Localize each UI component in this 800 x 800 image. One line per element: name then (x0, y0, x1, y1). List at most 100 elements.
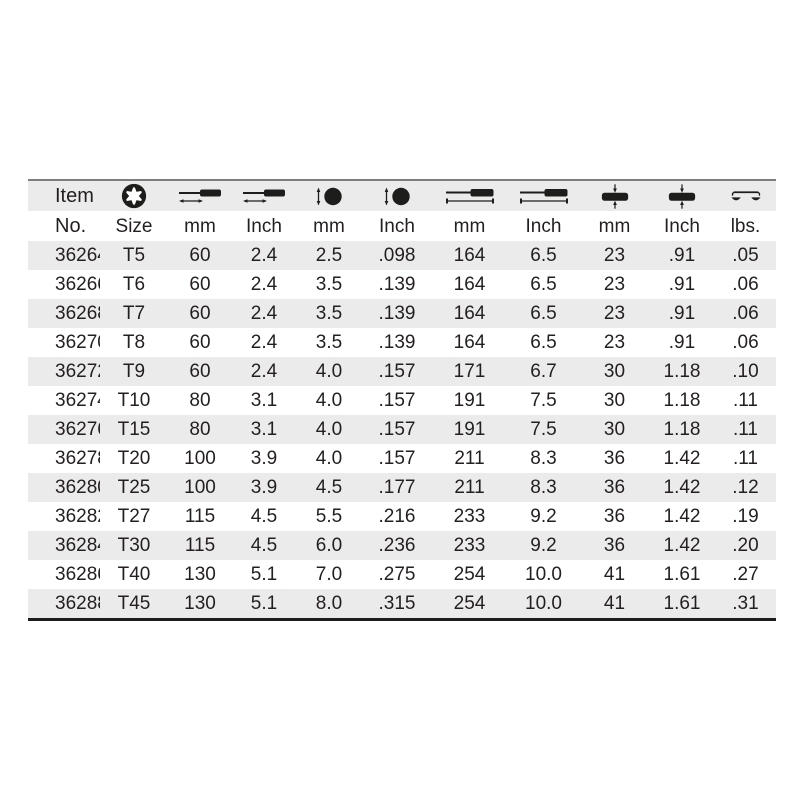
size-cell: T9 (122, 361, 146, 382)
overall-inch-cell: 6.5 (530, 245, 557, 266)
point-inch-cell: .139 (378, 303, 416, 324)
blade-mm-cell: 100 (184, 477, 216, 498)
item-number-cell: 36276 (55, 419, 100, 440)
table-row: 36282 T27 115 4.5 5.5 .216 233 9.2 36 1.… (28, 502, 776, 531)
point-inch-cell: .275 (378, 564, 416, 585)
blade-mm-cell: 130 (184, 593, 216, 614)
handle-diameter-icon (600, 183, 630, 210)
overall-inch-cell: 6.5 (530, 332, 557, 353)
item-number-cell: 36274 (55, 390, 100, 411)
handle-inch-cell: 1.42 (663, 506, 701, 527)
col-label-overall-mm: mm (453, 215, 486, 237)
overall-inch-cell: 9.2 (530, 535, 557, 556)
no-header-label: No. (55, 215, 87, 237)
handle-mm-cell: 41 (603, 593, 626, 614)
point-inch-cell: .157 (378, 361, 416, 382)
overall-mm-cell: 164 (453, 303, 486, 324)
blade-mm-cell: 80 (189, 390, 211, 411)
weight-lbs-cell: .31 (732, 593, 759, 614)
overall-inch-cell: 6.5 (530, 303, 557, 324)
col-label-blade-inch: Inch (246, 215, 282, 237)
item-number-cell: 36280 (55, 477, 100, 498)
point-mm-cell: 6.0 (315, 535, 343, 556)
item-number-cell: 36270 (55, 332, 100, 353)
blade-inch-cell: 3.1 (250, 390, 278, 411)
handle-inch-cell: 1.42 (663, 477, 701, 498)
table-row: 36274 T10 80 3.1 4.0 .157 191 7.5 30 1.1… (28, 386, 776, 415)
item-number-cell: 36266 (55, 274, 100, 295)
header-units-row: No. Size mm Inch mm Inch mm Inch mm Inch… (28, 211, 776, 241)
weight-lbs-cell: .20 (732, 535, 759, 556)
point-mm-cell: 3.5 (315, 303, 343, 324)
size-cell: T8 (122, 332, 146, 353)
weight-lbs-cell: .11 (732, 419, 758, 440)
blade-inch-cell: 5.1 (250, 593, 278, 614)
weight-lbs-cell: .10 (732, 361, 759, 382)
point-inch-cell: .236 (378, 535, 416, 556)
weight-lbs-cell: .12 (732, 477, 759, 498)
point-mm-cell: 4.5 (315, 477, 343, 498)
overall-mm-cell: 233 (453, 535, 486, 556)
handle-mm-cell: 36 (603, 506, 626, 527)
item-number-cell: 36288 (55, 593, 100, 614)
handle-mm-cell: 23 (603, 274, 626, 295)
blade-mm-cell: 60 (189, 332, 211, 353)
point-diameter-icon (382, 186, 412, 207)
table-row: 36288 T45 130 5.1 8.0 .315 254 10.0 41 1… (28, 589, 776, 620)
size-cell: T6 (122, 274, 146, 295)
blade-mm-cell: 60 (189, 361, 211, 382)
torx-star-icon (120, 182, 148, 210)
blade-inch-cell: 2.4 (250, 303, 278, 324)
point-inch-cell: .139 (378, 274, 416, 295)
col-label-point-mm: mm (313, 215, 345, 237)
point-inch-cell: .315 (378, 593, 416, 614)
blade-mm-cell: 60 (189, 274, 211, 295)
point-mm-cell: 4.0 (315, 361, 343, 382)
blade-mm-cell: 130 (184, 564, 216, 585)
table-row: 36286 T40 130 5.1 7.0 .275 254 10.0 41 1… (28, 560, 776, 589)
blade-inch-cell: 2.4 (250, 245, 278, 266)
weight-lbs-cell: .05 (732, 245, 759, 266)
overall-inch-cell: 6.7 (530, 361, 557, 382)
size-cell: T5 (122, 245, 146, 266)
table-row: 36266 T6 60 2.4 3.5 .139 164 6.5 23 .91 … (28, 270, 776, 299)
item-number-cell: 36272 (55, 361, 100, 382)
size-cell: T40 (117, 564, 151, 585)
table-row: 36272 T9 60 2.4 4.0 .157 171 6.7 30 1.18… (28, 357, 776, 386)
point-mm-cell: 5.5 (315, 506, 343, 527)
overall-mm-cell: 254 (453, 564, 486, 585)
header-icons-row: Item (28, 180, 776, 211)
handle-inch-cell: 1.18 (663, 390, 701, 411)
handle-mm-cell: 36 (603, 535, 626, 556)
overall-inch-cell: 8.3 (530, 448, 557, 469)
handle-inch-cell: 1.42 (663, 448, 701, 469)
point-mm-cell: 4.0 (315, 419, 343, 440)
blade-mm-cell: 115 (184, 535, 216, 556)
handle-inch-cell: 1.42 (663, 535, 701, 556)
handle-inch-cell: .91 (668, 303, 696, 324)
overall-mm-cell: 164 (453, 245, 486, 266)
size-cell: T20 (117, 448, 151, 469)
col-label-blade-mm: mm (184, 215, 216, 237)
weight-lbs-cell: .11 (732, 390, 758, 411)
weight-lbs-cell: .19 (732, 506, 759, 527)
overall-mm-cell: 254 (453, 593, 486, 614)
overall-inch-cell: 6.5 (530, 274, 557, 295)
blade-mm-cell: 100 (184, 448, 216, 469)
handle-inch-cell: 1.18 (663, 361, 701, 382)
point-inch-cell: .098 (378, 245, 416, 266)
col-label-weight-lbs: lbs. (730, 215, 761, 237)
point-inch-cell: .139 (378, 332, 416, 353)
item-number-cell: 36286 (55, 564, 100, 585)
handle-mm-cell: 23 (603, 245, 626, 266)
point-inch-cell: .157 (378, 390, 416, 411)
blade-inch-cell: 4.5 (250, 535, 278, 556)
item-number-cell: 36278 (55, 448, 100, 469)
point-mm-cell: 3.5 (315, 332, 343, 353)
overall-mm-cell: 191 (453, 390, 486, 411)
item-number-cell: 36282 (55, 506, 100, 527)
handle-mm-cell: 30 (603, 390, 626, 411)
blade-length-icon (178, 187, 222, 205)
blade-inch-cell: 2.4 (250, 332, 278, 353)
